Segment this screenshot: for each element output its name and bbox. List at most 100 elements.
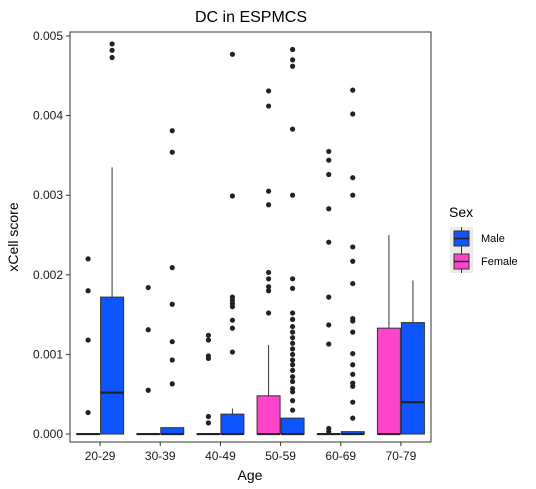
outlier-point [289, 126, 296, 132]
outlier-point [145, 327, 151, 333]
y-tick-label: 0.005 [33, 29, 63, 43]
outlier-point [289, 367, 296, 373]
outlier-point [350, 351, 356, 357]
outlier-point [265, 188, 272, 194]
outlier-point [229, 349, 236, 355]
y-tick-label: 0.000 [33, 427, 63, 441]
outlier-point [265, 284, 272, 290]
outlier-point [289, 351, 296, 358]
outlier-point [289, 346, 296, 352]
x-axis: 20-29 30-39 40-49 50-59 60-69 70-79 [85, 442, 417, 463]
box-body [376, 327, 401, 435]
box-male-40-49 [220, 51, 245, 436]
outlier-point [169, 381, 175, 387]
y-axis-title: xCell score [5, 202, 21, 271]
outlier-point [169, 128, 175, 134]
outlier-point [205, 420, 212, 426]
outlier-point [289, 362, 296, 368]
legend: Sex Male Female [449, 204, 518, 273]
outlier-point [85, 337, 91, 343]
outlier-point [289, 340, 296, 346]
outlier-point [169, 357, 175, 363]
outlier-point [229, 51, 236, 57]
outlier-point [350, 362, 356, 368]
outlier-point [350, 87, 356, 93]
box-female-30-39 [136, 284, 161, 436]
y-tick-label: 0.001 [33, 347, 63, 361]
outlier-point [205, 353, 212, 359]
y-tick-label: 0.004 [33, 109, 63, 123]
box-female-40-49 [196, 332, 221, 436]
outlier-point [350, 192, 356, 198]
outlier-point [289, 192, 296, 198]
outlier-point [169, 339, 175, 345]
outlier-point [289, 378, 296, 385]
outlier-point [289, 285, 296, 291]
box-body [100, 296, 125, 435]
x-axis-title: Age [238, 467, 263, 483]
box-female-50-59 [256, 88, 281, 436]
outlier-point [289, 310, 296, 316]
outlier-point [145, 284, 151, 291]
outlier-point [289, 329, 296, 335]
outlier-point [229, 317, 236, 323]
outlier-point [289, 276, 296, 282]
box-male-70-79 [400, 280, 425, 435]
x-tick-label: 30-39 [145, 449, 176, 463]
outlier-point [289, 316, 296, 322]
outlier-point [326, 341, 332, 347]
outlier-point [109, 41, 115, 47]
legend-key-female: Female [450, 250, 518, 273]
outlier-point [85, 288, 91, 294]
outlier-point [350, 380, 356, 386]
x-tick-label: 20-29 [85, 449, 116, 463]
legend-key-male: Male [450, 227, 505, 250]
outlier-point [229, 294, 236, 300]
legend-title: Sex [449, 204, 473, 220]
outlier-point [265, 310, 272, 316]
outlier-point [289, 357, 296, 363]
outlier-point [289, 57, 296, 63]
box-male-50-59 [280, 46, 305, 436]
outlier-point [350, 316, 356, 322]
box-body [256, 395, 281, 435]
x-tick-label: 60-69 [325, 449, 356, 463]
x-tick-label: 50-59 [265, 449, 296, 463]
outlier-point [350, 329, 356, 335]
outlier-point [265, 269, 272, 276]
outlier-point [169, 265, 175, 271]
outlier-point [85, 256, 91, 262]
outlier-point [326, 157, 332, 163]
outlier-point [326, 322, 332, 328]
outlier-point [350, 175, 356, 181]
boxplot-layer [76, 41, 425, 436]
outlier-point [265, 202, 272, 208]
x-tick-label: 40-49 [205, 449, 236, 463]
outlier-point [350, 415, 356, 421]
outlier-point [145, 387, 151, 393]
outlier-point [205, 332, 212, 338]
y-axis: 0.000 0.001 0.002 0.003 0.004 0.005 [33, 29, 70, 441]
outlier-point [289, 46, 296, 53]
outlier-point [205, 413, 212, 420]
legend-label: Male [481, 233, 505, 245]
y-tick-label: 0.003 [33, 188, 63, 202]
outlier-point [326, 294, 332, 300]
outlier-point [289, 63, 296, 69]
box-body [280, 417, 305, 435]
outlier-point [265, 288, 272, 294]
outlier-point [85, 409, 91, 416]
outlier-point [350, 258, 356, 264]
x-tick-label: 70-79 [386, 449, 417, 463]
outlier-point [229, 193, 236, 199]
y-tick-label: 0.002 [33, 268, 63, 282]
outlier-point [326, 425, 332, 432]
outlier-point [229, 325, 236, 331]
chart-title: DC in ESPMCS [195, 9, 307, 26]
outlier-point [289, 398, 296, 404]
outlier-point [326, 171, 332, 178]
legend-label: Female [481, 256, 518, 268]
box-male-20-29 [100, 41, 125, 435]
box-body [400, 322, 425, 435]
box-body [220, 413, 245, 435]
